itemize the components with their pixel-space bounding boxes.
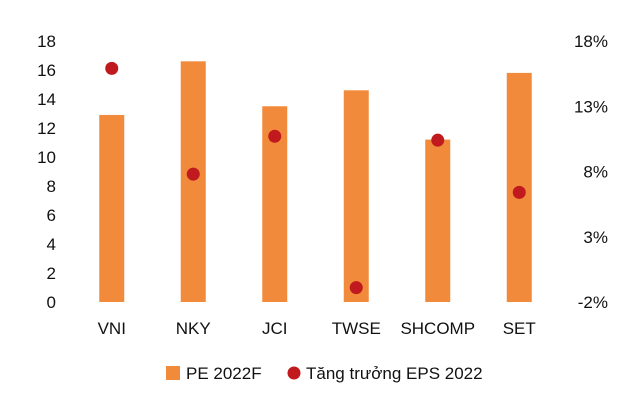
eps-point [268,129,282,143]
right-axis: -2% 3% 8% 13% 18% [574,32,608,312]
left-axis: 0 2 4 6 8 10 12 14 16 18 [37,32,56,312]
eps-point [512,185,526,199]
right-tick-label: 13% [574,97,608,116]
eps-point [431,133,445,147]
left-tick-label: 8 [47,177,56,196]
right-tick-label: -2% [578,293,608,312]
left-tick-label: 18 [37,32,56,51]
left-tick-label: 2 [47,264,56,283]
bar [99,114,125,302]
left-tick-label: 16 [37,61,56,80]
legend-swatch-eps [287,366,301,380]
right-tick-label: 3% [583,228,608,247]
right-tick-label: 18% [574,32,608,51]
eps-point [186,167,200,181]
legend-swatch-pe [166,366,180,380]
legend-label-eps: Tăng trưởng EPS 2022 [306,364,483,383]
legend-label-pe: PE 2022F [186,364,262,383]
category-label: SET [503,319,536,338]
category-labels: VNI NKY JCI TWSE SHCOMP SET [98,319,536,338]
left-tick-label: 4 [47,235,56,254]
left-tick-label: 0 [47,293,56,312]
category-label: JCI [262,319,288,338]
legend: PE 2022F Tăng trưởng EPS 2022 [166,364,483,383]
left-tick-label: 6 [47,206,56,225]
right-tick-label: 8% [583,163,608,182]
dot-series [105,61,526,295]
left-tick-label: 14 [37,90,56,109]
left-tick-label: 12 [37,119,56,138]
bar [425,139,451,302]
category-label: NKY [176,319,211,338]
category-label: TWSE [332,319,381,338]
bar [343,90,369,302]
eps-point [105,61,119,75]
eps-point [349,281,363,295]
left-tick-label: 10 [37,148,56,167]
category-label: SHCOMP [400,319,475,338]
category-label: VNI [98,319,126,338]
bar-series [99,61,532,303]
bar [180,61,206,302]
